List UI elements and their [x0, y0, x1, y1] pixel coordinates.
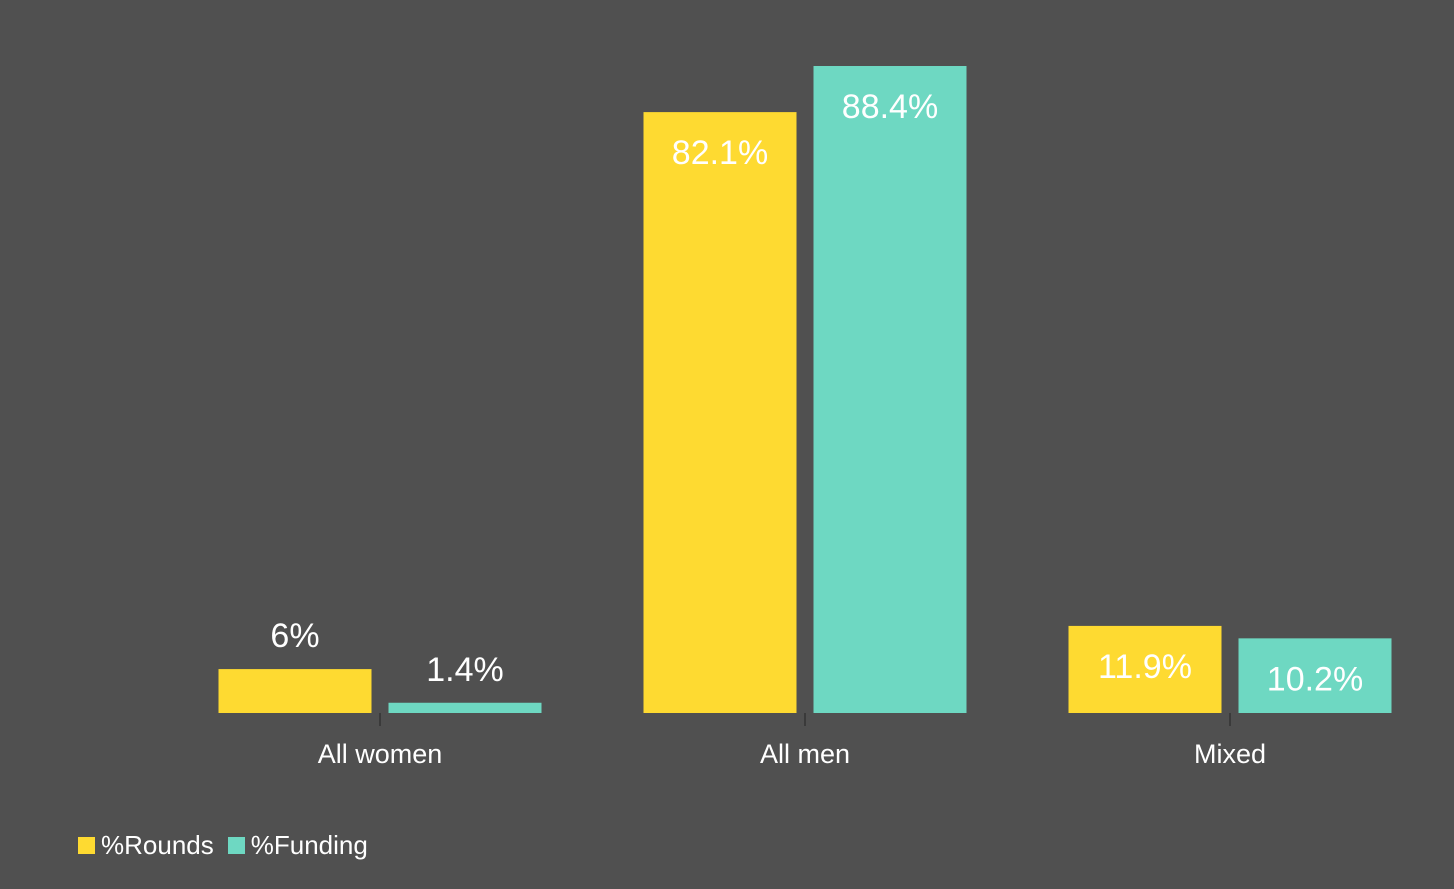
data-label-rounds-2: 11.9%: [1098, 648, 1192, 686]
x-tick-label-2: Mixed: [1194, 739, 1266, 769]
data-label-funding-0: 1.4%: [426, 651, 504, 689]
data-label-funding-1: 88.4%: [842, 88, 938, 126]
legend-item-funding[interactable]: %Funding: [227, 830, 368, 861]
data-label-funding-2: 10.2%: [1267, 660, 1363, 698]
bar-rounds-2[interactable]: [1068, 625, 1222, 713]
legend: %Rounds %Funding: [78, 830, 368, 861]
legend-swatch-rounds: [78, 837, 95, 854]
bar-rounds-0[interactable]: [218, 669, 372, 713]
legend-swatch-funding: [227, 837, 245, 854]
x-tick-label-0: All women: [318, 739, 443, 769]
bar-funding-1[interactable]: [813, 66, 967, 713]
legend-label-funding: %Funding: [250, 830, 368, 860]
bar-funding-2[interactable]: [1238, 638, 1392, 713]
x-tick-label-1: All men: [760, 739, 850, 769]
data-label-rounds-1: 82.1%: [672, 134, 768, 172]
data-label-rounds-0: 6%: [270, 617, 319, 655]
legend-label-rounds: %Rounds: [101, 830, 214, 860]
legend-item-rounds[interactable]: %Rounds: [78, 830, 214, 861]
bar-funding-0[interactable]: [388, 702, 542, 713]
bar-rounds-1[interactable]: [643, 112, 797, 713]
